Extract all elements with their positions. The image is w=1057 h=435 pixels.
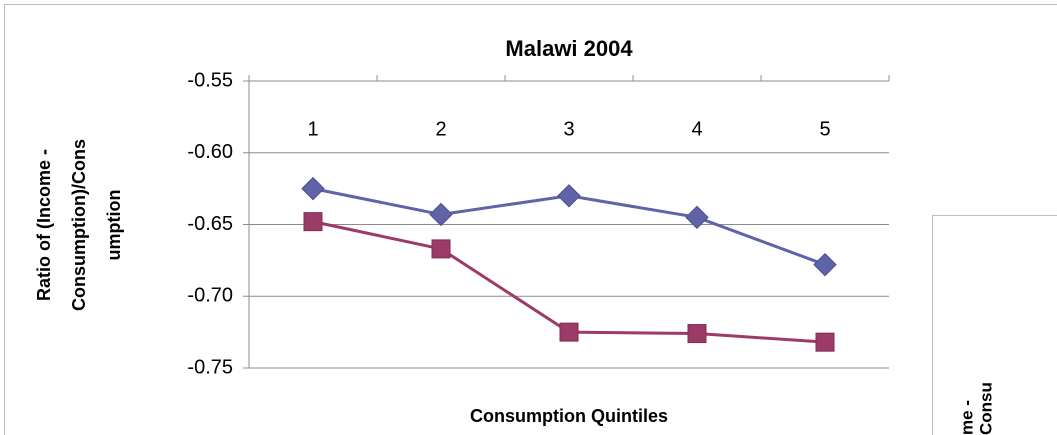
y-axis-title-line: Consumption)/Cons [69, 139, 89, 311]
fragment-text: me - Consu [957, 382, 995, 435]
y-axis-title: Ratio of (Income - Consumption)/Cons ump… [34, 139, 124, 311]
marker [815, 332, 835, 352]
y-tick-label: -0.55 [187, 69, 233, 91]
x-axis-title: Consumption Quintiles [470, 406, 668, 426]
marker [685, 205, 709, 230]
y-tick-label: -0.60 [187, 141, 233, 163]
chart-title: Malawi 2004 [505, 36, 633, 61]
x-tick-label: 5 [819, 118, 830, 140]
fragment-line: Consu [976, 382, 995, 435]
marker [687, 324, 707, 344]
x-tick-label: 3 [563, 118, 574, 140]
marker [557, 184, 581, 208]
marker [303, 212, 323, 232]
y-tick-label: -0.70 [187, 285, 233, 307]
y-tick-label: -0.65 [187, 213, 233, 235]
chart-border [4, 4, 1057, 435]
y-tick-label: -0.75 [187, 356, 233, 378]
marker [301, 176, 325, 201]
marker [429, 202, 453, 227]
y-axis-title-line: umption [104, 190, 124, 261]
second-chart-border [932, 215, 1057, 435]
fragment-line: me - [957, 400, 976, 435]
x-tick-label: 1 [307, 118, 318, 140]
marker [431, 239, 451, 259]
x-tick-label: 2 [435, 118, 446, 140]
marker [559, 322, 579, 342]
x-tick-label: 4 [691, 118, 702, 140]
marker [813, 252, 837, 277]
y-axis-title-line: Ratio of (Income - [34, 149, 54, 301]
